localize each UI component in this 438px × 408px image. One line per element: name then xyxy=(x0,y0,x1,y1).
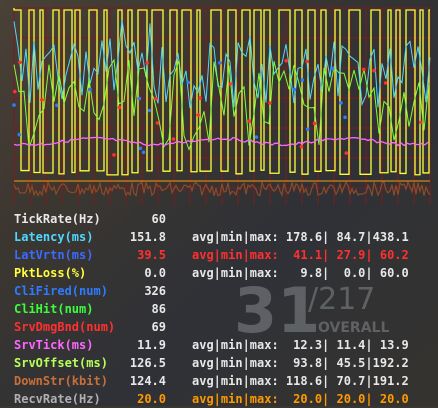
netgraph-extra: avg|min|max: 178.6| 84.7|438.1 xyxy=(192,230,409,244)
netgraph-value: 60 xyxy=(151,212,166,226)
netgraph-value: 11.9 xyxy=(137,338,166,352)
hit-marker xyxy=(137,96,142,101)
hit-marker xyxy=(112,153,116,157)
hit-marker xyxy=(198,96,202,100)
hit-marker xyxy=(343,115,347,120)
hit-marker xyxy=(55,103,59,108)
hud-score: 31 xyxy=(234,274,321,347)
netgraph-value: 39.5 xyxy=(137,248,166,262)
hit-marker xyxy=(17,132,22,137)
netgraph-label: LatVrtn(ms) xyxy=(14,248,94,262)
pktloss-series xyxy=(13,8,430,176)
netgraph-value: 69 xyxy=(151,320,166,334)
netgraph-extra: avg|min|max: 9.8| 0.0| 60.0 xyxy=(192,266,409,280)
latency-series xyxy=(13,20,431,109)
hit-marker xyxy=(419,120,423,125)
hit-marker xyxy=(117,105,122,110)
hit-marker xyxy=(284,59,289,63)
netgraph-extra: avg|min|max: 20.0| 20.0| 20.0 xyxy=(192,392,409,406)
hit-marker xyxy=(372,68,376,73)
hit-marker xyxy=(145,61,149,65)
hit-marker xyxy=(186,80,191,85)
hit-marker xyxy=(18,60,22,65)
hit-marker xyxy=(305,127,310,132)
downstream-series xyxy=(13,180,431,198)
hit-marker xyxy=(292,87,297,92)
hit-marker xyxy=(154,97,158,101)
netgraph-extra: avg|min|max: 41.1| 27.9| 60.2 xyxy=(192,248,409,262)
netgraph-plot xyxy=(12,7,431,205)
netgraph-value: 151.8 xyxy=(129,230,166,244)
hit-marker xyxy=(254,135,259,139)
hud-total: /217 xyxy=(308,282,376,317)
hit-marker xyxy=(13,89,17,94)
netgraph-value: 20.0 xyxy=(137,392,166,406)
netgraph-value: 124.4 xyxy=(129,374,166,388)
hud-score-panel: 31 /217 OVERALL xyxy=(218,272,438,406)
netgraph-label: SrvDmgBnd(num) xyxy=(14,320,116,334)
hit-marker xyxy=(147,108,152,113)
hit-marker xyxy=(344,151,349,155)
hit-marker xyxy=(218,61,222,65)
hit-marker xyxy=(330,66,335,71)
hit-marker xyxy=(155,121,160,125)
hit-marker xyxy=(196,113,201,117)
hit-marker xyxy=(339,101,343,105)
hit-marker xyxy=(138,146,143,151)
netgraph-extra: avg|min|max: 118.6| 70.7|191.2 xyxy=(192,374,409,388)
netgraph-label: SrvOffset(ms) xyxy=(14,356,108,370)
offset-series xyxy=(13,58,430,151)
netgraph-label: CliHit(num) xyxy=(14,302,94,316)
hit-marker xyxy=(362,67,366,72)
hit-marker xyxy=(300,78,305,82)
netgraph-label: CliFired(num) xyxy=(14,284,108,298)
netgraph-label: Latency(ms) xyxy=(14,230,94,244)
hit-marker xyxy=(39,98,44,102)
netgraph-extra: avg|min|max: 12.3| 11.4| 13.9 xyxy=(192,338,409,352)
hit-marker xyxy=(312,121,317,126)
netgraph-value: 126.5 xyxy=(129,356,166,370)
hit-marker xyxy=(383,81,388,85)
netgraph-label: SrvTick(ms) xyxy=(14,338,94,352)
hit-marker xyxy=(305,59,309,64)
hit-marker xyxy=(228,82,232,86)
netgraph-extra: avg|min|max: 93.8| 45.5|192.2 xyxy=(192,356,409,370)
hit-marker xyxy=(268,101,272,105)
netgraph-value: 86 xyxy=(151,302,166,316)
srvtick-series xyxy=(13,136,429,147)
netgraph-label: TickRate(Hz) xyxy=(14,212,101,226)
hit-marker xyxy=(171,137,176,141)
hit-marker xyxy=(299,144,304,149)
hit-marker xyxy=(12,103,16,107)
netgraph-label: DownStr(kbit) xyxy=(14,374,108,388)
hit-marker xyxy=(141,150,146,155)
hud-mode: OVERALL xyxy=(318,320,390,336)
hit-marker xyxy=(88,87,92,92)
netgraph-value: 326 xyxy=(144,284,166,298)
netgraph-label: RecvRate(Hz) xyxy=(14,392,101,406)
netgraph-label: PktLoss(%) xyxy=(14,266,87,280)
netgraph-value: 0.0 xyxy=(144,266,166,280)
hit-marker xyxy=(247,119,252,123)
